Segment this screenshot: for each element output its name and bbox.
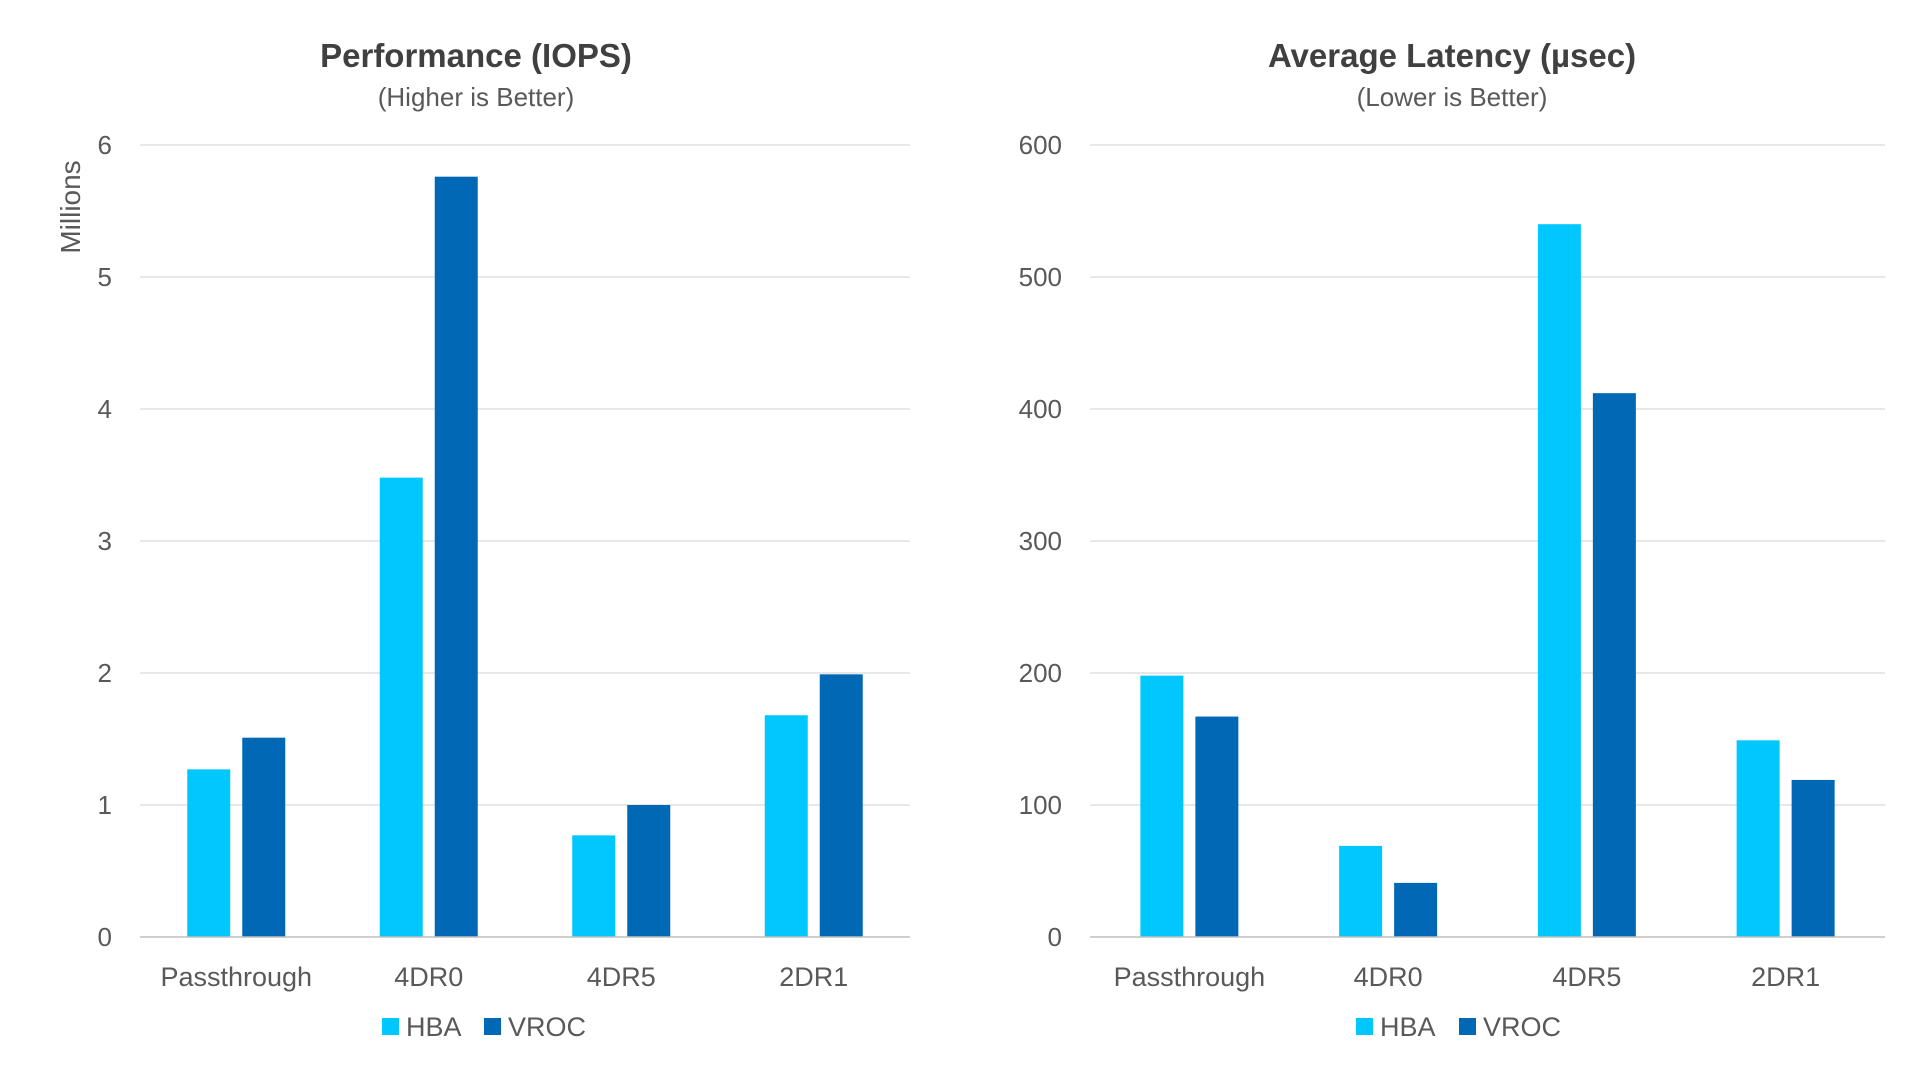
y-tick-label: 200 (1019, 658, 1062, 688)
legend: HBA VROC (382, 1012, 586, 1042)
bar-vroc-2dr1 (1791, 779, 1835, 937)
bar-vroc-4dr0 (434, 176, 478, 937)
legend-label-hba: HBA (406, 1012, 462, 1042)
chart-title: Average Latency (µsec) (1268, 37, 1636, 74)
y-tick-label: 300 (1019, 526, 1062, 556)
legend-swatch-vroc (484, 1018, 501, 1035)
y-tick-label: 1 (98, 790, 112, 820)
y-tick-label: 500 (1019, 262, 1062, 292)
y-axis-ticks: 0 100 200 300 400 500 600 (1019, 130, 1062, 952)
y-tick-label: 0 (1048, 922, 1062, 952)
y-tick-label: 6 (98, 130, 112, 160)
bar-vroc-4dr0 (1394, 882, 1438, 937)
performance-chart: Performance (IOPS) (Higher is Better) Mi… (55, 37, 910, 1042)
chart-subtitle: (Lower is Better) (1357, 82, 1548, 112)
bar-hba-passthrough (1140, 675, 1184, 937)
bar-hba-4dr5 (572, 835, 616, 937)
x-category-label: 2DR1 (779, 962, 848, 992)
legend-label-vroc: VROC (508, 1012, 586, 1042)
bar-vroc-4dr5 (627, 805, 671, 937)
y-axis-title: Millions (55, 160, 86, 253)
bars (1140, 224, 1835, 937)
gridlines (140, 144, 910, 806)
y-tick-label: 3 (98, 526, 112, 556)
x-category-label: 4DR0 (1354, 962, 1423, 992)
x-category-label: 2DR1 (1751, 962, 1820, 992)
gridlines (1090, 144, 1885, 806)
legend-swatch-vroc (1459, 1018, 1476, 1035)
bars (187, 176, 863, 937)
y-tick-label: 5 (98, 262, 112, 292)
bar-hba-4dr0 (379, 477, 423, 937)
y-axis-ticks: 0 1 2 3 4 5 6 (98, 130, 112, 952)
bar-hba-4dr0 (1339, 845, 1383, 937)
x-category-label: 4DR5 (587, 962, 656, 992)
latency-chart: Average Latency (µsec) (Lower is Better)… (1019, 37, 1885, 1042)
chart-title: Performance (IOPS) (320, 37, 632, 74)
bar-hba-2dr1 (764, 715, 808, 937)
bar-hba-2dr1 (1736, 740, 1780, 937)
x-category-label: Passthrough (160, 962, 312, 992)
y-tick-label: 0 (98, 922, 112, 952)
legend-swatch-hba (382, 1018, 399, 1035)
y-tick-label: 600 (1019, 130, 1062, 160)
legend: HBA VROC (1356, 1012, 1561, 1042)
bar-vroc-passthrough (1195, 716, 1239, 937)
x-axis-categories: Passthrough 4DR0 4DR5 2DR1 (1114, 962, 1821, 992)
y-tick-label: 4 (98, 394, 112, 424)
chart-subtitle: (Higher is Better) (378, 82, 575, 112)
bar-hba-passthrough (187, 769, 231, 937)
legend-label-vroc: VROC (1483, 1012, 1561, 1042)
bar-vroc-4dr5 (1592, 393, 1636, 937)
x-category-label: Passthrough (1114, 962, 1266, 992)
bar-hba-4dr5 (1537, 224, 1581, 937)
legend-label-hba: HBA (1380, 1012, 1436, 1042)
legend-swatch-hba (1356, 1018, 1373, 1035)
x-category-label: 4DR5 (1552, 962, 1621, 992)
y-tick-label: 2 (98, 658, 112, 688)
y-tick-label: 100 (1019, 790, 1062, 820)
bar-vroc-passthrough (242, 737, 286, 937)
x-axis-categories: Passthrough 4DR0 4DR5 2DR1 (160, 962, 848, 992)
y-tick-label: 400 (1019, 394, 1062, 424)
x-category-label: 4DR0 (394, 962, 463, 992)
bar-vroc-2dr1 (819, 674, 863, 937)
